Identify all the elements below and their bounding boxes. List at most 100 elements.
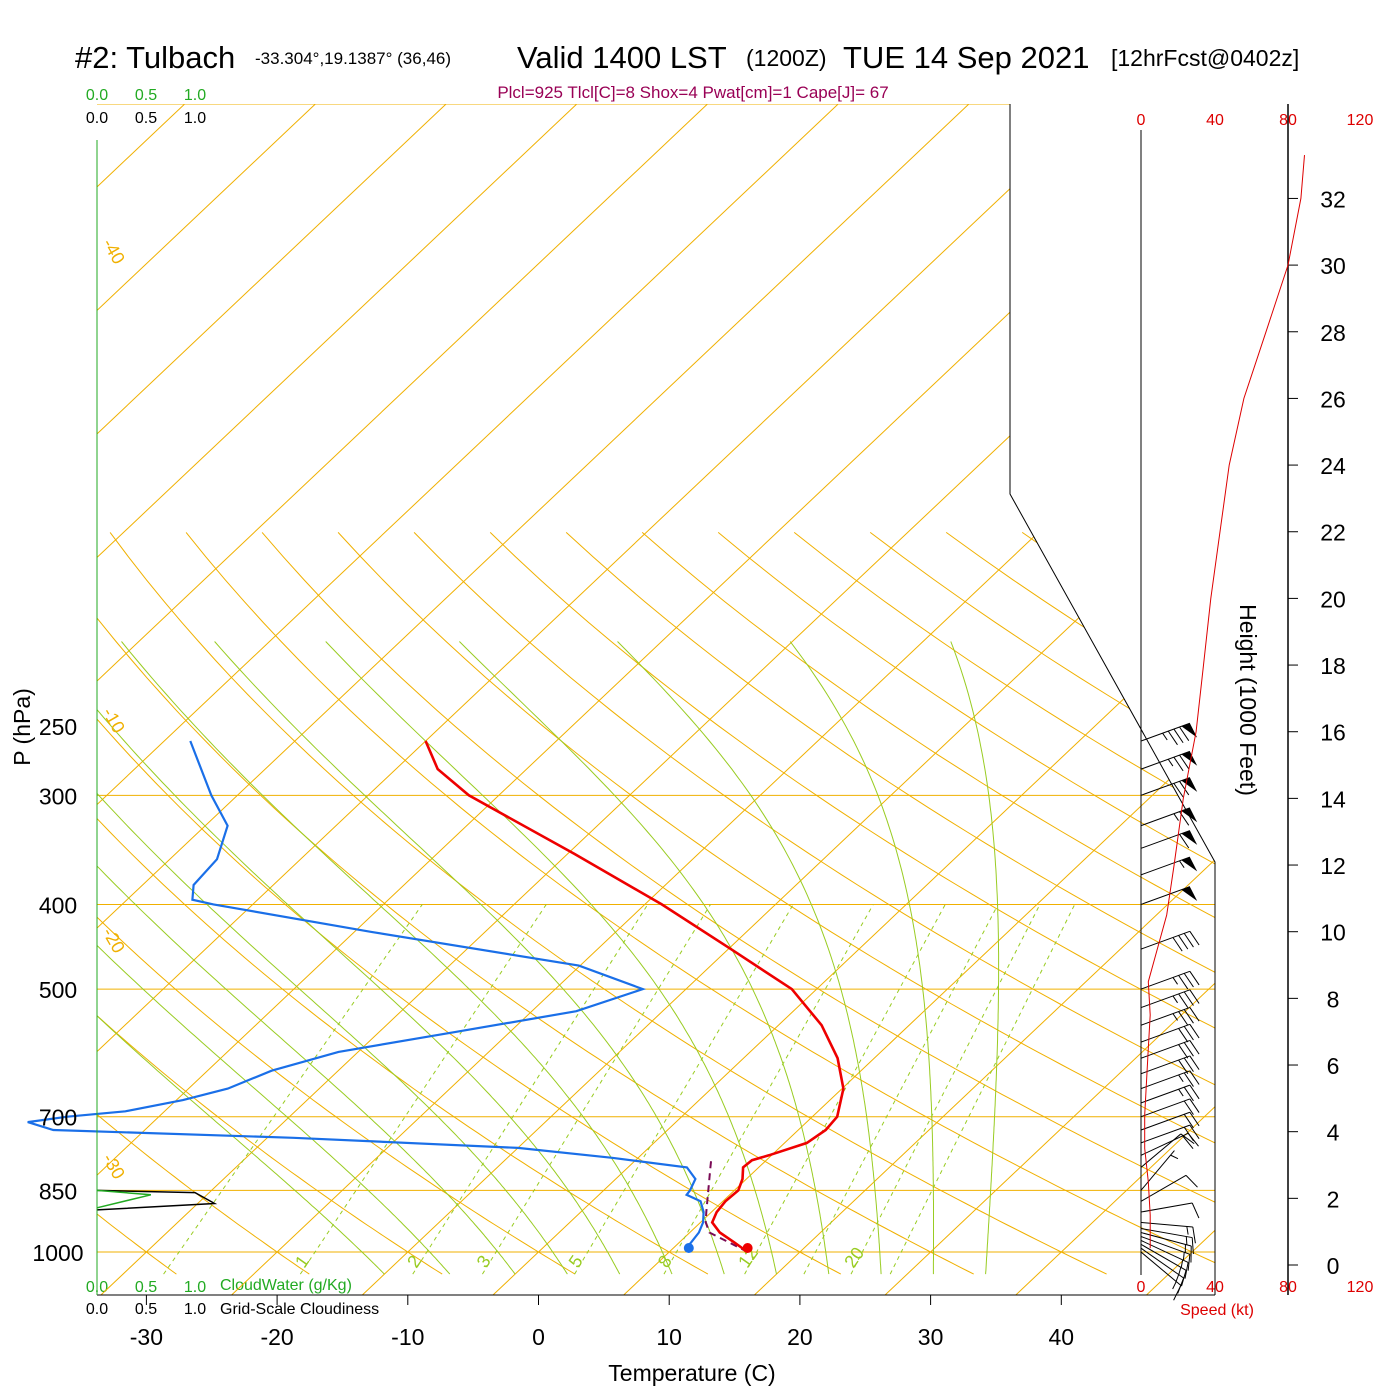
cloudiness-label: Grid-Scale Cloudiness: [220, 1301, 379, 1318]
wind-barb-full: [1173, 783, 1184, 798]
height-tick-label: 2: [1327, 1186, 1340, 1212]
cloudwater-scale-bottom: 0.0 0.5 1.0 CloudWater (g/Kg): [86, 1277, 352, 1296]
forecast-info: [12hrFcst@0402z]: [1111, 45, 1299, 71]
dry-adiabat-label: 20: [1109, 623, 1145, 659]
dry-adiabat-label: -10: [99, 704, 129, 737]
wind-barb-full: [1179, 726, 1190, 741]
wind-barb-full: [1183, 991, 1194, 1006]
height-tick-label: 12: [1320, 853, 1346, 879]
x-tick-label: 10: [656, 1324, 682, 1350]
wind-barb-full: [1189, 989, 1200, 1004]
dry-adiabat: [97, 532, 974, 1275]
dry-adiabat: [793, 532, 1215, 1275]
mixing-ratio-line: [299, 904, 547, 1275]
dry-adiabat: [97, 532, 443, 1275]
cloudiness-tick: 0.5: [135, 1301, 157, 1318]
wind-barb-half: [1172, 1281, 1177, 1290]
isotherm: [623, 104, 1215, 1295]
wind-barb: [1140, 1039, 1200, 1059]
wind-barb: [1140, 1228, 1194, 1255]
speed-tick: 120: [1347, 1279, 1374, 1296]
wind-barb-staff: [1140, 1232, 1192, 1247]
wind-barb-full: [1172, 937, 1183, 952]
plot-frame-right: [1009, 104, 1216, 1295]
speed-label: Speed (kt): [1180, 1302, 1254, 1319]
moist-adiabat: [459, 641, 830, 1275]
wind-barb-full: [1182, 1135, 1194, 1150]
wind-barb-full: [1183, 1057, 1194, 1072]
mixing-ratio-line: [663, 904, 874, 1275]
mixing-ratio-label: 3: [473, 1252, 495, 1272]
dry-adiabat-label: -40: [99, 235, 129, 268]
wind-barb: [1140, 750, 1198, 772]
height-tick-label: 32: [1320, 186, 1346, 212]
wind-barb: [1140, 1174, 1198, 1202]
cloudiness-tick: 0.0: [86, 1301, 108, 1318]
wind-barb-staff: [1140, 1084, 1191, 1104]
wind-barb-full: [1185, 1175, 1198, 1188]
wind-barb-staff: [1140, 1202, 1193, 1213]
cloudwater-scale-top: 0.0 0.5 1.0: [86, 87, 206, 104]
wind-barb-full: [1179, 781, 1190, 796]
wind-barb-full: [1179, 834, 1190, 849]
wind-barb-half: [1172, 995, 1178, 1004]
wind-barb-flag: [1181, 751, 1198, 766]
isotherm: [231, 104, 1215, 1295]
dry-adiabat: [641, 532, 1215, 1275]
height-axis-label: Height (1000 Feet): [1235, 604, 1261, 796]
wind-barb-full: [1189, 1024, 1200, 1039]
dry-adiabat: [97, 532, 177, 1275]
wind-barb: [1140, 1221, 1196, 1244]
wind-barb: [1140, 777, 1198, 798]
pressure-tick-label: 500: [39, 977, 77, 1003]
height-tick-label: 0: [1327, 1253, 1340, 1279]
wind-barb-full: [1179, 754, 1190, 770]
wind-barb-full: [1183, 1114, 1194, 1129]
cloud-profiles: [96, 1189, 218, 1211]
mixing-ratio-label: 8: [654, 1252, 676, 1272]
mixing-ratio-line: [744, 904, 946, 1275]
moist-adiabat: [121, 641, 673, 1275]
sounding-profiles: [27, 740, 845, 1254]
wind-barb-staff: [1140, 970, 1191, 990]
wind-barb-half: [1173, 813, 1179, 821]
isotherm: [97, 104, 1147, 1295]
cloudiness-tick: 1.0: [184, 1301, 206, 1318]
wind-barb-full: [1178, 975, 1189, 990]
wind-barb: [1140, 1150, 1179, 1191]
dry-adiabat: [97, 532, 842, 1275]
pressure-tick-label: 250: [39, 714, 77, 740]
cloudiness-tick: 0.5: [135, 110, 157, 127]
wind-barb: [1140, 1070, 1200, 1090]
wind-barb-full: [1184, 1262, 1189, 1279]
wind-barb-staff: [1140, 856, 1191, 876]
wind-barb-full: [1178, 1059, 1189, 1074]
cloudwater-tick: 1.0: [184, 1279, 206, 1296]
wind-barb: [1140, 1084, 1200, 1104]
wind-barb-staff: [1140, 989, 1191, 1009]
surface-temperature-marker: [742, 1243, 753, 1253]
axis-ticks: -30 -20 -10 0 10 20 30 402503004005007008501000…: [32, 104, 1346, 1350]
wind-barb-staff: [1140, 1221, 1193, 1228]
wind-barb-half: [1182, 1252, 1185, 1261]
wind-barb-half: [1167, 758, 1174, 767]
wind-barb-staff: [1140, 1070, 1191, 1090]
wind-barb-half: [1185, 1236, 1188, 1245]
dry-adiabat: [1021, 531, 1215, 1275]
pressure-tick-label: 400: [39, 892, 77, 918]
wind-barb-half: [1175, 1274, 1180, 1283]
wind-barb: [1140, 1098, 1200, 1118]
valid-zulu: (1200Z): [746, 45, 827, 71]
wind-barb-flag: [1181, 777, 1198, 792]
speed-scale-bottom: 0 40 80 120 Speed (kt): [1137, 1279, 1374, 1319]
isotherm: [97, 104, 493, 1295]
wind-barb-full: [1191, 1237, 1194, 1255]
moist-adiabat: [97, 641, 516, 1275]
wind-barbs: [1140, 722, 1200, 1301]
wind-barb-full: [1178, 935, 1189, 950]
mixing-ratio-line: [850, 904, 1041, 1275]
wind-barb-full: [1189, 971, 1200, 986]
mixing-ratio-label: 2: [403, 1252, 425, 1272]
wind-barb: [1140, 970, 1200, 990]
